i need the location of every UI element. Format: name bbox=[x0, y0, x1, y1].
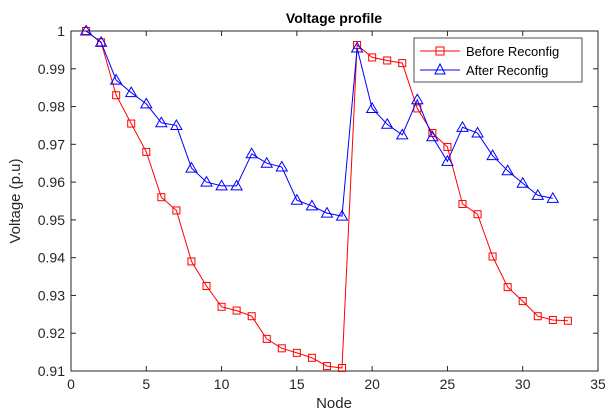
data-point-after-reconfig bbox=[260, 156, 274, 168]
data-point-after-reconfig bbox=[245, 147, 259, 159]
x-tick-label: 20 bbox=[364, 376, 380, 392]
data-point-before-reconfig bbox=[473, 210, 482, 219]
data-point-after-reconfig bbox=[365, 101, 379, 113]
data-point-before-reconfig bbox=[172, 206, 181, 215]
data-point-before-reconfig bbox=[368, 53, 377, 62]
y-tick-label: 0.94 bbox=[38, 250, 65, 266]
data-point-after-reconfig bbox=[456, 120, 469, 132]
data-point-after-reconfig bbox=[471, 126, 484, 138]
x-tick-label: 25 bbox=[440, 376, 456, 392]
y-tick-label: 0.93 bbox=[38, 287, 65, 303]
data-point-after-reconfig bbox=[410, 93, 424, 105]
data-point-before-reconfig bbox=[488, 252, 497, 261]
x-tick-label: 15 bbox=[289, 376, 305, 392]
data-point-after-reconfig bbox=[79, 24, 93, 36]
y-axis-label: Voltage (p.u) bbox=[7, 158, 24, 243]
data-point-after-reconfig bbox=[426, 130, 439, 142]
chart-title: Voltage profile bbox=[286, 10, 382, 26]
data-point-before-reconfig bbox=[458, 200, 467, 209]
data-point-before-reconfig bbox=[292, 348, 301, 357]
x-tick-label: 0 bbox=[67, 376, 75, 392]
data-point-after-reconfig bbox=[335, 209, 349, 221]
x-tick-label: 30 bbox=[515, 376, 531, 392]
data-point-after-reconfig bbox=[486, 149, 499, 161]
data-point-before-reconfig bbox=[307, 353, 316, 362]
y-tick-label: 0.99 bbox=[38, 61, 65, 77]
legend-label-before: Before Reconfig bbox=[466, 44, 559, 59]
data-point-after-reconfig bbox=[109, 73, 123, 85]
data-point-after-reconfig bbox=[380, 117, 394, 129]
y-tick-label: 1 bbox=[57, 23, 65, 39]
data-point-before-reconfig bbox=[157, 193, 166, 202]
legend-box bbox=[413, 37, 583, 83]
data-point-after-reconfig bbox=[350, 41, 364, 53]
data-point-after-reconfig bbox=[124, 86, 138, 98]
series-after-reconfig bbox=[79, 24, 560, 221]
data-point-after-reconfig bbox=[275, 160, 289, 172]
data-point-before-reconfig bbox=[548, 316, 557, 324]
data-point-after-reconfig bbox=[501, 164, 515, 176]
data-point-before-reconfig bbox=[127, 119, 136, 128]
data-point-after-reconfig bbox=[305, 199, 319, 211]
x-tick-label: 35 bbox=[590, 376, 605, 392]
data-point-before-reconfig bbox=[443, 142, 452, 151]
data-point-after-reconfig bbox=[290, 193, 304, 205]
legend-label-after: After Reconfig bbox=[466, 63, 548, 78]
legend-marker-before bbox=[435, 46, 445, 56]
data-point-after-reconfig bbox=[320, 206, 334, 218]
series-line-before-reconfig bbox=[85, 30, 568, 369]
data-point-after-reconfig bbox=[94, 35, 108, 47]
data-point-before-reconfig bbox=[202, 282, 211, 290]
data-point-before-reconfig bbox=[232, 306, 241, 315]
y-tick-label: 0.97 bbox=[38, 136, 65, 152]
y-tick-label: 0.91 bbox=[38, 363, 65, 379]
data-point-after-reconfig bbox=[200, 175, 213, 187]
y-tick-label: 0.92 bbox=[38, 325, 65, 341]
axis-ticks: 0 5 10 15 20 25 30 35 0.91 0.92 0.93 0.94 0.95 0.96 0.… bbox=[38, 23, 605, 392]
x-tick-label: 10 bbox=[214, 376, 230, 392]
y-tick-label: 0.96 bbox=[38, 174, 65, 190]
data-point-before-reconfig bbox=[277, 344, 286, 353]
data-point-after-reconfig bbox=[215, 179, 228, 191]
legend: Before Reconfig After Reconfig bbox=[413, 37, 583, 83]
data-point-before-reconfig bbox=[247, 312, 256, 321]
x-axis-label: Node bbox=[316, 395, 352, 411]
x-tick-label: 5 bbox=[142, 376, 150, 392]
data-point-before-reconfig bbox=[563, 316, 572, 325]
data-point-after-reconfig bbox=[441, 154, 454, 166]
data-point-after-reconfig bbox=[154, 116, 168, 128]
y-tick-label: 0.98 bbox=[38, 99, 65, 115]
data-point-before-reconfig bbox=[503, 283, 512, 292]
data-point-before-reconfig bbox=[518, 297, 527, 306]
data-point-before-reconfig bbox=[338, 363, 347, 372]
data-point-before-reconfig bbox=[262, 334, 271, 343]
data-point-after-reconfig bbox=[395, 128, 409, 140]
data-point-after-reconfig bbox=[139, 97, 153, 109]
data-point-after-reconfig bbox=[546, 191, 560, 203]
data-point-after-reconfig bbox=[230, 179, 243, 191]
data-point-after-reconfig bbox=[185, 161, 198, 173]
data-point-before-reconfig bbox=[142, 147, 151, 156]
data-point-before-reconfig bbox=[322, 362, 331, 371]
series-layer bbox=[79, 24, 572, 372]
data-point-before-reconfig bbox=[398, 59, 407, 68]
data-point-before-reconfig bbox=[187, 257, 196, 266]
data-point-before-reconfig bbox=[112, 91, 121, 100]
y-tick-label: 0.95 bbox=[38, 212, 65, 228]
data-point-before-reconfig bbox=[217, 302, 226, 311]
data-point-after-reconfig bbox=[170, 118, 183, 130]
series-before-reconfig bbox=[82, 27, 572, 372]
legend-marker-after bbox=[434, 62, 446, 75]
data-point-after-reconfig bbox=[531, 188, 545, 200]
data-point-before-reconfig bbox=[533, 312, 542, 321]
data-point-after-reconfig bbox=[516, 176, 530, 188]
data-point-before-reconfig bbox=[383, 56, 392, 65]
